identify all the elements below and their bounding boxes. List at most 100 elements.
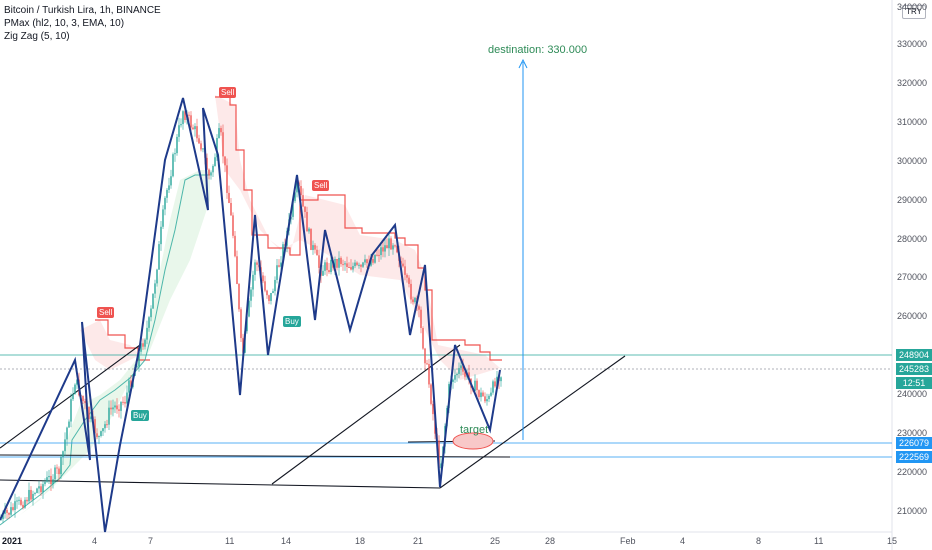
candle-body [90, 416, 92, 420]
candle-body [62, 451, 64, 458]
candle-body [158, 244, 160, 270]
candle-body [322, 270, 324, 276]
time-tick-label: 18 [355, 536, 366, 546]
indicator-pmax[interactable]: PMax (hl2, 10, 3, EMA, 10) [4, 18, 125, 29]
candle-body [492, 381, 494, 393]
candle-body [438, 440, 440, 469]
candle-body [460, 365, 462, 369]
time-tick-label: 8 [756, 536, 762, 546]
candle-body [118, 409, 120, 411]
candle-body [252, 274, 254, 290]
candle-body [108, 407, 110, 425]
candle-body [120, 401, 122, 411]
price-tick-label: 240000 [897, 389, 928, 399]
candle-body [96, 433, 98, 438]
candle-body [82, 395, 84, 402]
destination-label: destination: 330.000 [488, 44, 588, 56]
candle-body [378, 254, 380, 256]
candle-body [182, 111, 184, 125]
candle-body [486, 399, 488, 402]
price-tick-label: 320000 [897, 78, 928, 88]
price-tick-label: 340000 [897, 2, 928, 12]
candle-body [336, 258, 338, 268]
candle-body [94, 419, 96, 434]
candle-body [44, 481, 46, 485]
time-tick-label: 11 [814, 536, 824, 546]
candle-body [468, 372, 470, 379]
price-tick-label: 310000 [897, 117, 928, 127]
candle-body [52, 479, 54, 485]
candle-body [84, 401, 86, 403]
candle-body [346, 263, 348, 268]
candle-body [104, 424, 106, 429]
candle-body [304, 206, 306, 212]
candle-body [42, 484, 44, 493]
candle-body [16, 500, 18, 502]
candle-body [482, 392, 484, 397]
candle-body [38, 486, 40, 489]
candle-body [124, 402, 126, 404]
candle-body [122, 401, 124, 403]
candle-body [128, 380, 130, 393]
candle-body [316, 249, 318, 256]
candle-body [306, 211, 308, 232]
candle-body [420, 309, 422, 328]
candle-body [328, 270, 330, 273]
candle-body [26, 499, 28, 502]
candle-body [208, 169, 210, 176]
candle-body [10, 507, 12, 515]
candle-body [218, 128, 220, 139]
candle-body [494, 381, 496, 387]
sell-signal-label: Sell [219, 87, 237, 98]
candle-body [58, 468, 60, 475]
candle-body [50, 475, 52, 485]
candle-body [426, 363, 428, 365]
candle-body [102, 428, 104, 432]
candle-body [8, 512, 10, 515]
candle-body [98, 436, 100, 438]
candle-body [18, 499, 20, 501]
candle-body [366, 259, 368, 264]
candle-body [354, 262, 356, 267]
candle-body [6, 509, 8, 513]
candle-body [364, 259, 366, 263]
candle-body [254, 262, 256, 275]
candle-body [106, 424, 108, 426]
candle-body [358, 264, 360, 266]
candle-body [32, 493, 34, 500]
candle-body [274, 279, 276, 292]
candle-body [262, 275, 264, 282]
candle-body [432, 403, 434, 415]
candle-body [272, 291, 274, 293]
candle-body [166, 189, 168, 198]
currency-badge[interactable]: TRY [902, 5, 926, 19]
candle-body [348, 267, 350, 269]
candle-body [64, 439, 66, 452]
candle-body [268, 295, 270, 301]
candle-body [480, 392, 482, 398]
candle-body [184, 111, 186, 120]
candle-body [360, 264, 362, 267]
candle-body [74, 384, 76, 395]
candle-body [88, 406, 90, 420]
candle-body [150, 308, 152, 318]
candle-body [178, 125, 180, 137]
candle-body [226, 165, 228, 193]
candle-body [170, 176, 172, 186]
indicator-zigzag[interactable]: Zig Zag (5, 10) [4, 31, 70, 42]
candle-body [372, 259, 374, 263]
buy-signal-label: Buy [283, 316, 301, 327]
price-tick-label: 290000 [897, 195, 928, 205]
price-tick-label: 220000 [897, 467, 928, 477]
candle-body [326, 262, 328, 271]
candle-body [180, 124, 182, 126]
candle-body [308, 228, 310, 232]
candle-body [300, 186, 302, 196]
zigzag-line [0, 97, 501, 533]
candle-body [176, 136, 178, 154]
time-tick-label: 14 [281, 536, 292, 546]
candle-body [276, 265, 278, 280]
candle-body [68, 421, 70, 428]
candle-body [270, 292, 272, 301]
